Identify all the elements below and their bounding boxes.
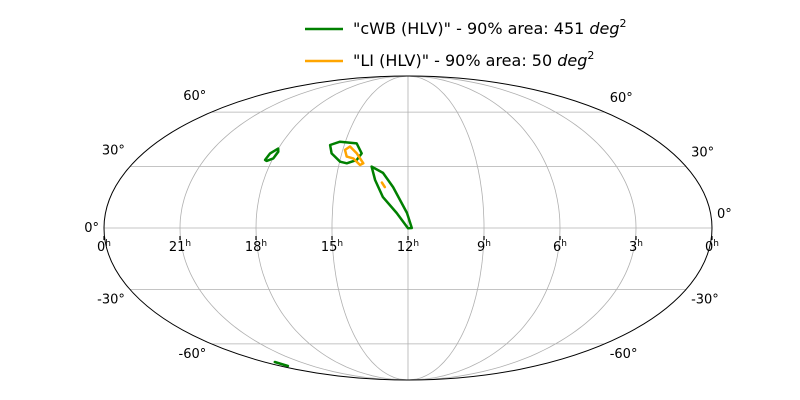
sky-boundary <box>103 75 713 381</box>
cwb-contour <box>263 147 280 163</box>
li-contour <box>343 145 365 167</box>
dec-tick-label-left: 30° <box>102 144 125 159</box>
cwb-contour <box>370 165 414 230</box>
dec-tick-label-right: -60° <box>610 347 638 362</box>
dec-tick-label-left: -30° <box>97 292 125 307</box>
ra-tick-label: 15h <box>321 239 343 255</box>
legend-label-li: "LI (HLV)" - 90% area: 50 deg2 <box>353 49 594 70</box>
dec-tick-label-left: 0° <box>84 221 99 236</box>
contours <box>263 140 414 368</box>
cwb-contour <box>328 140 363 165</box>
dec-tick-label-right: 0° <box>717 207 732 222</box>
li-contour <box>380 181 387 189</box>
dec-tick-label-right: 30° <box>691 146 714 161</box>
ra-tick-label: 0h <box>97 239 111 255</box>
ra-tick-label: 18h <box>245 239 267 255</box>
dec-tick-label-right: 60° <box>610 91 633 106</box>
ra-tick-label: 21h <box>169 239 191 255</box>
legend: "cWB (HLV)" - 90% area: 451 deg2 "LI (HL… <box>305 17 627 70</box>
dec-tick-label-left: -60° <box>179 347 207 362</box>
ra-tick-label: 12h <box>397 239 419 255</box>
ra-tick-label: 6h <box>553 239 567 255</box>
dec-tick-label-left: 60° <box>183 89 206 104</box>
axis-ticks: 60° 60° 30° 30° 0° 0° -30° -30° -60° -60° 0h 21h 18h… <box>84 89 732 362</box>
ra-tick-label: 3h <box>629 239 643 255</box>
grid <box>104 75 712 381</box>
ra-tick-label: 0h <box>705 239 719 255</box>
dec-tick-label-right: -30° <box>691 292 719 307</box>
legend-label-cwb: "cWB (HLV)" - 90% area: 451 deg2 <box>353 17 627 38</box>
cwb-contour <box>273 360 290 368</box>
ra-tick-label: 9h <box>477 239 491 255</box>
